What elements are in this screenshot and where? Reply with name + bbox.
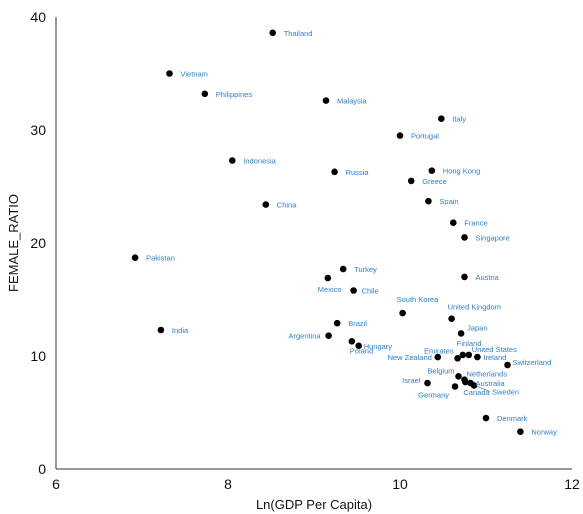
data-label-denmark: Denmark xyxy=(497,414,528,423)
point-switzerland xyxy=(504,361,511,369)
data-label-sweden: Sweden xyxy=(492,387,519,396)
data-label-portugal: Portugal xyxy=(411,132,439,141)
data-label-mexico: Mexico xyxy=(318,285,342,294)
point-sweden xyxy=(470,382,478,389)
data-label-singapore: Singapore xyxy=(476,233,510,242)
y-tick-label-20: 20 xyxy=(30,235,46,251)
data-label-pakistan: Pakistan xyxy=(146,254,175,263)
data-label-ireland: Ireland xyxy=(483,353,506,362)
data-label-switzerland: Switzerland xyxy=(513,358,552,367)
point-greece xyxy=(407,177,415,185)
point-mexico xyxy=(324,274,332,282)
data-label-greece: Greece xyxy=(422,177,447,186)
data-label-spain: Spain xyxy=(439,197,458,206)
data-label-hong-kong: Hong Kong xyxy=(443,167,481,176)
data-label-emirates: Emirates xyxy=(424,346,454,355)
point-united-states xyxy=(465,351,473,359)
data-label-chile: Chile xyxy=(362,287,379,296)
point-china xyxy=(262,201,270,208)
data-label-turkey: Turkey xyxy=(354,265,377,274)
data-label-hungary: Hungary xyxy=(364,342,393,351)
point-denmark xyxy=(482,414,490,422)
point-pakistan xyxy=(131,254,139,261)
point-russia xyxy=(331,168,338,176)
point-germany xyxy=(451,383,459,390)
point-ireland xyxy=(474,353,481,361)
point-argentina xyxy=(325,332,332,340)
x-tick-label-8: 8 xyxy=(224,476,232,492)
point-indonesia xyxy=(229,157,236,164)
data-label-canada: Canada xyxy=(463,388,490,397)
data-label-netherlands: Netherlands xyxy=(467,370,508,379)
point-turkey xyxy=(339,265,347,273)
x-tick-labels: 6 8 10 12 xyxy=(52,476,580,492)
data-label-argentina: Argentina xyxy=(288,332,321,341)
data-points xyxy=(131,29,524,436)
data-label-norway: Norway xyxy=(531,428,557,437)
data-label-japan: Japan xyxy=(467,323,487,332)
data-label-italy: Italy xyxy=(452,115,466,124)
point-israel xyxy=(424,379,431,387)
point-norway xyxy=(517,428,524,436)
y-tick-label-40: 40 xyxy=(30,9,46,25)
point-philippines xyxy=(201,90,209,98)
point-austria xyxy=(461,273,468,281)
data-label-finland: Finland xyxy=(457,339,482,348)
point-vietnam xyxy=(166,70,173,77)
data-label-russia: Russia xyxy=(346,168,370,177)
data-label-indonesia: Indonesia xyxy=(243,157,276,166)
y-tick-labels: 0 10 20 30 40 xyxy=(30,9,46,477)
point-hungary xyxy=(355,342,363,350)
data-label-germany: Germany xyxy=(418,391,449,400)
point-belgium xyxy=(455,373,462,380)
data-label-united-states: United States xyxy=(472,345,517,354)
point-poland xyxy=(348,338,356,345)
point-japan xyxy=(457,330,465,337)
y-tick-label-0: 0 xyxy=(38,461,46,477)
data-labels: Thailand Vietnam Philippines Malaysia Italy P… xyxy=(146,29,557,437)
data-label-vietnam: Vietnam xyxy=(181,70,208,79)
x-tick-label-12: 12 xyxy=(564,476,580,492)
point-italy xyxy=(438,115,445,122)
point-finland xyxy=(459,351,467,359)
data-label-brazil: Brazil xyxy=(348,319,367,328)
point-singapore xyxy=(461,234,468,241)
data-label-new-zealand: New Zealand xyxy=(388,353,432,362)
point-spain xyxy=(425,197,432,205)
point-hong-kong xyxy=(428,167,436,174)
y-tick-label-10: 10 xyxy=(30,348,46,364)
y-axis-title: FEMALE_RATIO xyxy=(6,194,21,292)
data-label-south-korea: South Korea xyxy=(397,295,440,304)
point-united-kingdom xyxy=(448,315,455,323)
data-label-malaysia: Malaysia xyxy=(337,97,367,106)
x-axis-title: Ln(GDP Per Capita) xyxy=(256,497,372,512)
data-label-poland: Poland xyxy=(350,346,373,355)
point-portugal xyxy=(396,132,404,139)
point-new-zealand xyxy=(434,353,442,361)
point-france xyxy=(450,219,457,226)
data-label-australia: Australia xyxy=(476,379,506,388)
point-canada xyxy=(462,378,469,386)
point-malaysia xyxy=(322,97,330,104)
data-label-thailand: Thailand xyxy=(284,29,313,38)
point-brazil xyxy=(333,319,341,327)
y-tick-label-30: 30 xyxy=(30,122,46,138)
point-emirates xyxy=(454,355,461,362)
data-label-india: India xyxy=(172,326,189,335)
point-india xyxy=(157,326,165,334)
data-label-austria: Austria xyxy=(476,273,500,282)
x-tick-label-6: 6 xyxy=(52,476,60,492)
point-chile xyxy=(350,287,357,294)
data-label-belgium: Belgium xyxy=(427,366,454,375)
data-label-philippines: Philippines xyxy=(216,90,253,99)
data-label-france: France xyxy=(464,219,487,228)
point-south-korea xyxy=(399,309,406,317)
data-label-china: China xyxy=(277,201,297,210)
x-tick-label-10: 10 xyxy=(392,476,408,492)
data-label-united-kingdom: United Kingdom xyxy=(448,303,501,312)
point-thailand xyxy=(269,29,277,37)
data-label-israel: Israel xyxy=(402,376,421,385)
